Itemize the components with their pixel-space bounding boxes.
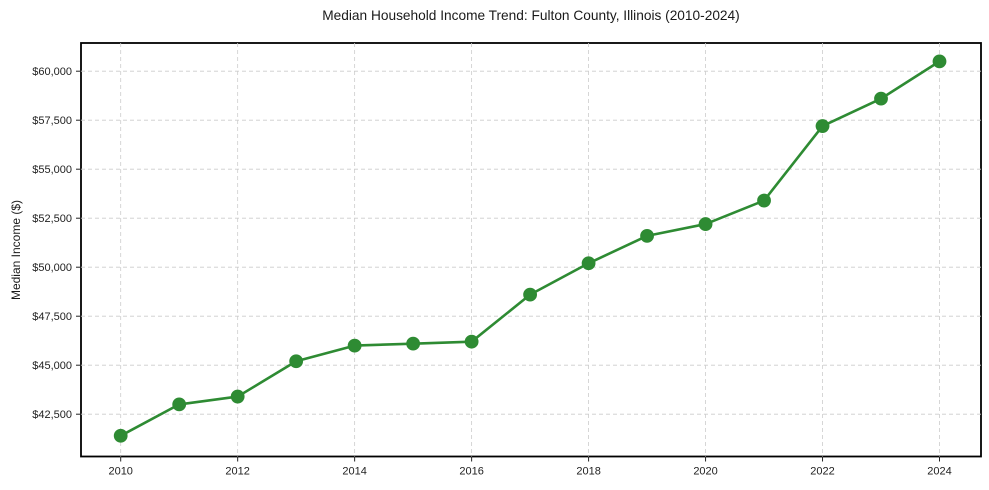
svg-text:$57,500: $57,500 xyxy=(32,115,72,127)
svg-text:2018: 2018 xyxy=(576,466,600,478)
svg-text:2012: 2012 xyxy=(225,466,249,478)
svg-text:2024: 2024 xyxy=(927,466,951,478)
svg-text:$55,000: $55,000 xyxy=(32,164,72,176)
svg-text:2014: 2014 xyxy=(342,466,366,478)
svg-text:2020: 2020 xyxy=(693,466,717,478)
svg-text:$60,000: $60,000 xyxy=(32,66,72,78)
svg-text:$42,500: $42,500 xyxy=(32,409,72,421)
svg-text:2010: 2010 xyxy=(108,466,132,478)
svg-text:$52,500: $52,500 xyxy=(32,213,72,225)
svg-text:$47,500: $47,500 xyxy=(32,311,72,323)
svg-text:2022: 2022 xyxy=(810,466,834,478)
svg-text:2016: 2016 xyxy=(459,466,483,478)
svg-text:$45,000: $45,000 xyxy=(32,360,72,372)
svg-text:$50,000: $50,000 xyxy=(32,262,72,274)
